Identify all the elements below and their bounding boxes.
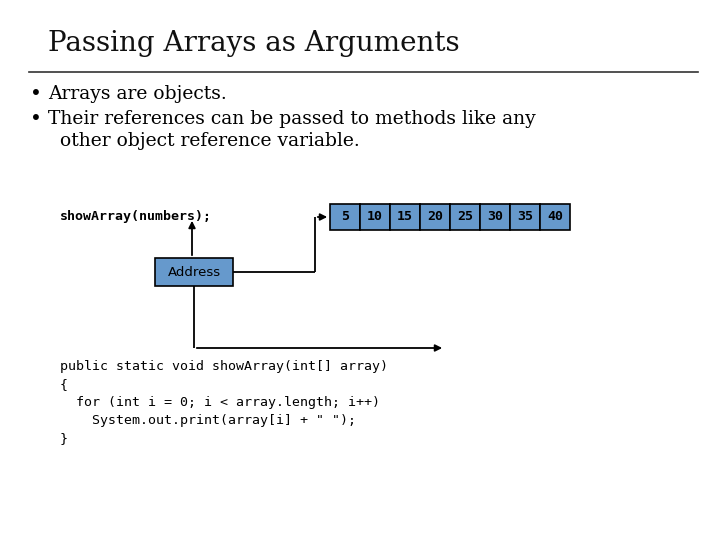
Text: showArray(numbers);: showArray(numbers);: [60, 210, 212, 223]
Bar: [330, 204, 360, 230]
Bar: [480, 204, 510, 230]
Text: 5: 5: [341, 211, 349, 224]
Bar: [155, 258, 233, 286]
Text: •: •: [30, 85, 42, 104]
Text: 35: 35: [517, 211, 533, 224]
Text: }: }: [60, 432, 68, 445]
Text: Their references can be passed to methods like any: Their references can be passed to method…: [48, 110, 536, 128]
Text: 25: 25: [457, 211, 473, 224]
Text: {: {: [60, 378, 68, 391]
Bar: [450, 204, 480, 230]
Text: Address: Address: [168, 266, 220, 279]
Text: other object reference variable.: other object reference variable.: [48, 132, 360, 150]
Text: •: •: [30, 110, 42, 129]
Text: 10: 10: [367, 211, 383, 224]
Text: public static void showArray(int[] array): public static void showArray(int[] array…: [60, 360, 388, 373]
Bar: [390, 204, 420, 230]
Text: Passing Arrays as Arguments: Passing Arrays as Arguments: [48, 30, 459, 57]
Text: 40: 40: [547, 211, 563, 224]
Text: System.out.print(array[i] + " ");: System.out.print(array[i] + " ");: [60, 414, 356, 427]
Bar: [360, 204, 390, 230]
Text: 20: 20: [427, 211, 443, 224]
Text: 30: 30: [487, 211, 503, 224]
Bar: [510, 204, 540, 230]
Text: Arrays are objects.: Arrays are objects.: [48, 85, 227, 103]
Bar: [540, 204, 570, 230]
Bar: [420, 204, 450, 230]
Text: for (int i = 0; i < array.length; i++): for (int i = 0; i < array.length; i++): [60, 396, 380, 409]
Text: 15: 15: [397, 211, 413, 224]
